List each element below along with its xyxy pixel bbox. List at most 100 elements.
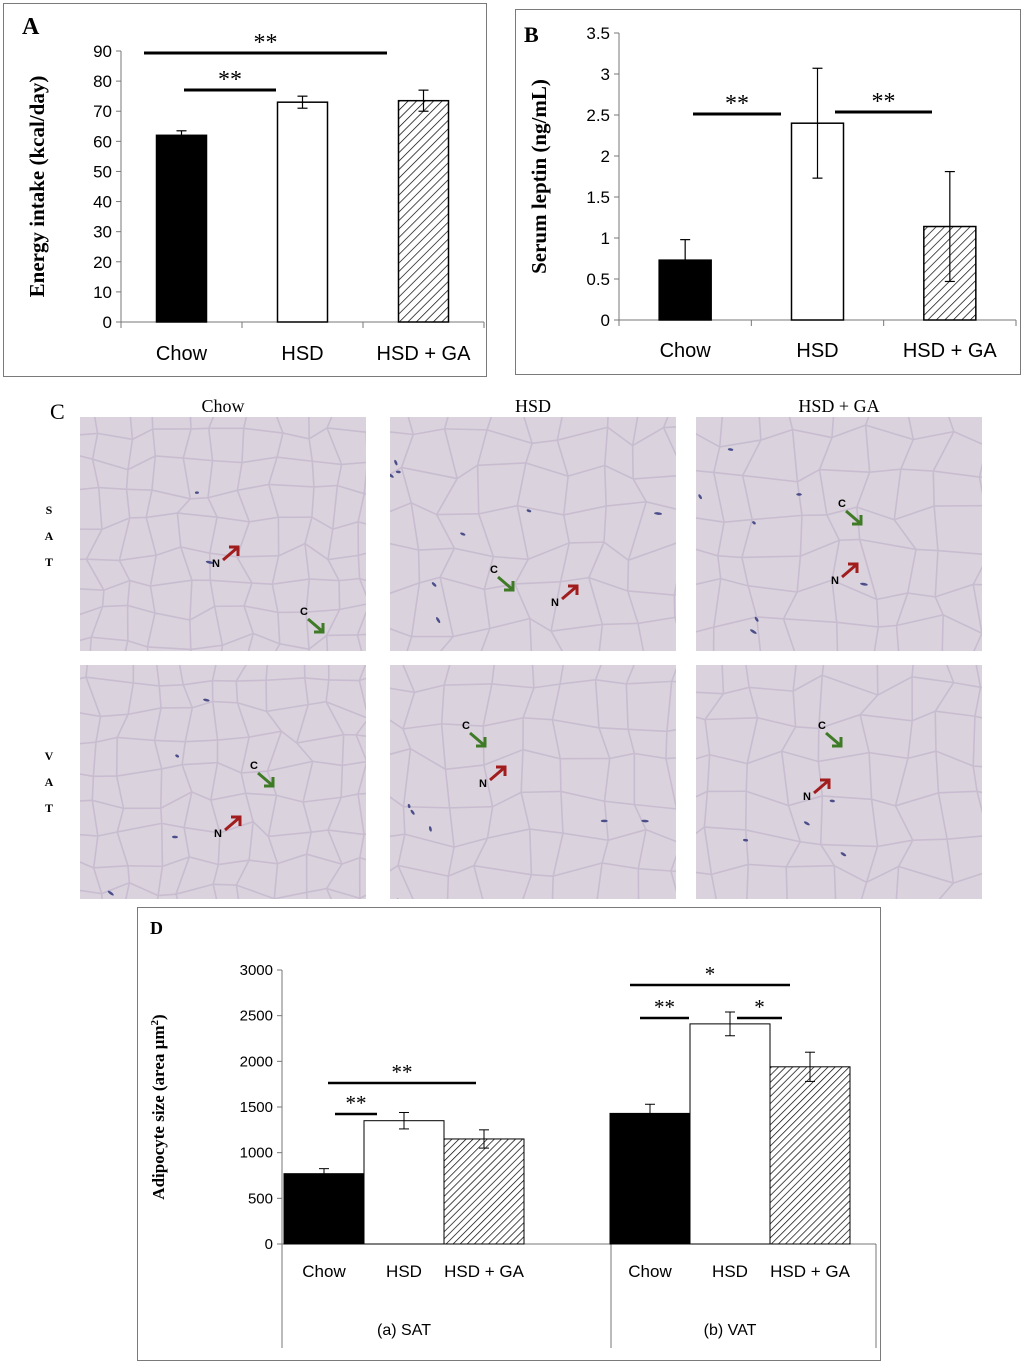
y-tick-label: 20 [93,253,112,272]
membrane [865,424,914,441]
membrane [696,871,712,876]
membrane [746,750,782,765]
membrane [563,505,607,516]
nucleus-dot [394,459,398,466]
membrane [209,580,216,607]
membrane [118,517,131,561]
membrane [85,676,102,717]
membrane [696,826,705,835]
membrane [390,582,420,595]
membrane [831,579,878,601]
micrograph-image: NC [80,417,366,651]
micrograph-image: NC [390,417,676,651]
membrane [80,455,93,460]
arrow-shaft [841,563,857,579]
membrane [780,751,790,806]
arrow-head [229,545,240,556]
membrane [390,627,412,638]
membrane [400,434,415,468]
membrane [947,417,955,432]
category-label: HSD [386,1262,422,1281]
membrane [100,893,103,899]
group-label: (b) VAT [704,1322,757,1339]
membrane [183,679,213,686]
membrane [243,605,255,634]
membrane [439,547,456,578]
membrane [390,719,404,730]
membrane [742,474,798,483]
nucleus-dot [752,521,756,525]
membrane [864,425,871,473]
membrane [638,867,672,872]
membrane [402,665,416,693]
membrane [606,417,609,428]
membrane [911,710,936,722]
membrane [703,826,713,875]
membrane [443,417,449,430]
nucleus-dot [395,470,401,474]
nucleus-dot [431,582,437,587]
membrane [603,465,607,507]
membrane [514,583,531,619]
row-letter: A [44,529,54,543]
membrane [625,683,629,730]
membrane [831,424,866,439]
membrane [304,517,313,544]
membrane [556,417,563,441]
membrane [305,578,311,613]
membrane [819,468,870,474]
membrane [559,542,570,582]
membrane [115,775,125,809]
membrane [755,616,762,651]
membrane [159,684,184,687]
membrane [953,430,982,445]
membrane [132,428,154,441]
membrane [637,829,647,869]
membrane [244,793,254,822]
membrane [821,665,825,676]
bar [276,101,329,323]
arrow-head [314,623,325,634]
arrow-shaft [307,617,323,633]
nucleus-dot [194,491,199,494]
membrane [796,556,802,593]
arrow-shaft [257,771,273,787]
membrane [444,683,492,686]
membrane [713,446,721,473]
membrane [817,675,824,729]
membrane [341,461,366,466]
membrane [210,799,221,834]
membrane [602,622,639,626]
membrane [357,521,366,525]
membrane [80,773,94,778]
membrane [483,556,495,590]
membrane [279,643,310,650]
y-tick-label: 1500 [240,1099,273,1116]
membrane [207,460,214,498]
membrane [357,555,361,579]
membrane [126,580,131,606]
membrane [604,800,635,806]
membrane [403,805,450,809]
membrane [711,863,749,876]
membrane [397,864,449,877]
membrane [531,439,558,445]
y-tick-label: 10 [93,283,112,302]
membrane [390,431,414,436]
arrow-shaft [222,546,238,562]
membrane [92,799,124,810]
membrane [522,874,533,899]
membrane [637,623,645,651]
membrane [894,805,914,841]
membrane [356,610,366,636]
membrane [183,826,221,834]
membrane [129,882,159,897]
membrane [189,856,219,866]
arrow-marker-label: N [479,778,487,790]
y-tick-label: 40 [93,193,112,212]
membrane [118,560,131,581]
bar [443,1138,525,1245]
membrane [746,717,759,764]
y-tick-label: 2 [601,147,610,166]
